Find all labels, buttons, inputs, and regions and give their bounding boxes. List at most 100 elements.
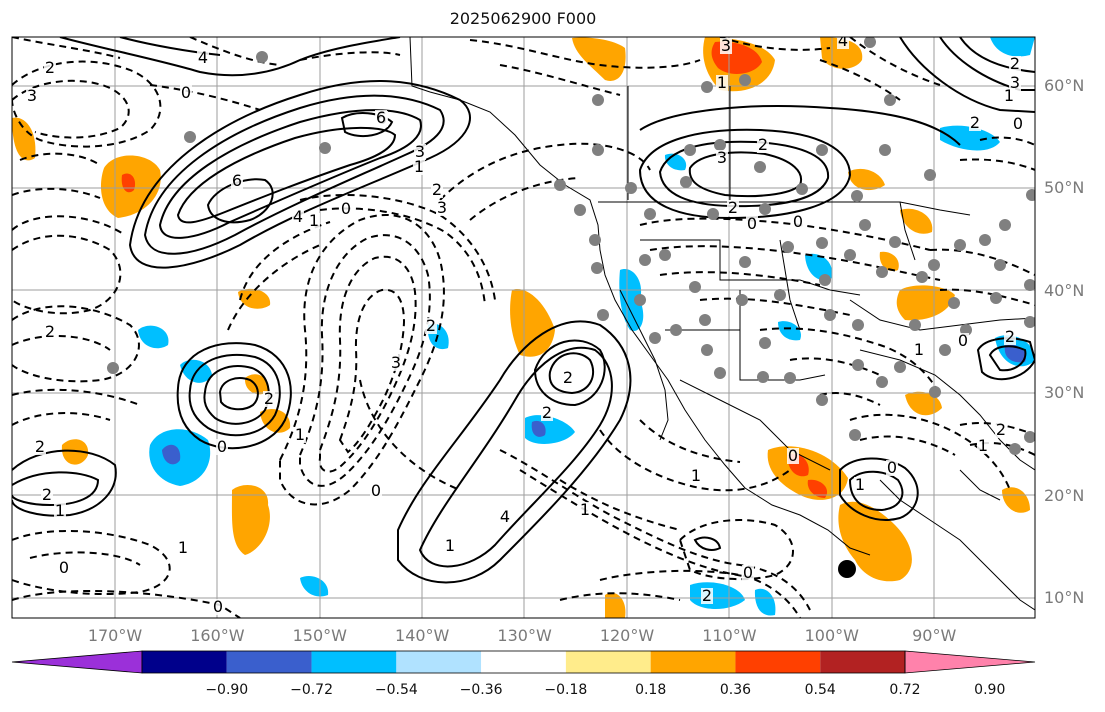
colorbar-tick-label: −0.90 [205, 682, 249, 698]
shaded-region [896, 285, 955, 321]
contour-value-label: 0 [181, 83, 191, 102]
contour-label-bg [886, 460, 898, 476]
contour-label-bg [579, 502, 591, 518]
contour-value-label: 6 [376, 108, 386, 127]
contour-label-bg [216, 439, 228, 455]
contour-label-bg [212, 599, 224, 615]
shaded-region [664, 153, 687, 171]
shaded-region [244, 374, 269, 395]
contour-value-label: 1 [914, 340, 924, 359]
contour-value-label: 1 [978, 436, 988, 455]
contour-value-label: 4 [198, 48, 208, 67]
contour-label-bg [837, 37, 849, 49]
contour-label-bg [425, 318, 437, 334]
contour-value-label: 4 [500, 507, 510, 526]
contour-label-bg [757, 137, 769, 153]
contour-value-label: 2 [970, 113, 980, 132]
contour-value-label: 2 [426, 316, 436, 335]
shaded-region [838, 501, 912, 582]
colorbar-tick-label: 0.54 [804, 682, 836, 698]
contour-value-label: 2 [42, 485, 52, 504]
contour-value-label: 0 [887, 458, 897, 477]
contour-value-label: 1 [1004, 86, 1014, 105]
contour-label-bg [854, 477, 866, 493]
shaded-region [805, 253, 833, 281]
contour-value-label: 1 [445, 536, 455, 555]
contour-value-label: 0 [1013, 114, 1023, 133]
contour-value-label: 2 [35, 437, 45, 456]
contour-value-label: 3 [1010, 73, 1020, 92]
colorbar-segment [650, 651, 736, 673]
contour-value-label: 0 [213, 597, 223, 616]
contour-label-bg [44, 60, 56, 76]
contour-value-label: 4 [838, 31, 848, 50]
longitude-label: 110°W [702, 626, 757, 645]
contour-value-label: 1 [580, 500, 590, 519]
contour-value-label: 1 [295, 425, 305, 444]
shaded-region [260, 408, 291, 433]
contour-value-label: 0 [217, 437, 227, 456]
contour-value-label: 1 [855, 475, 865, 494]
shaded-region [990, 37, 1035, 57]
colorbar-outline [141, 650, 906, 674]
shaded-region [848, 168, 885, 191]
contour-label-bg [58, 560, 70, 576]
contour-label-bg [308, 213, 320, 229]
shaded-region [510, 289, 555, 357]
colorbar-segment [226, 651, 312, 673]
colorbar-segment [735, 651, 821, 673]
contour-label-bg [1009, 75, 1021, 91]
shaded-region [619, 269, 644, 331]
contour-label-bg [913, 342, 925, 358]
shaded-region [1002, 487, 1030, 513]
contour-label-bg [716, 75, 728, 91]
shaded-region [905, 391, 942, 416]
shaded-region [238, 288, 271, 309]
contour-value-label: 2 [542, 403, 552, 422]
contour-label-bg [1003, 88, 1015, 104]
shaded-region [820, 37, 863, 69]
contour-value-label: 0 [59, 558, 69, 577]
contour-value-label: 1 [55, 501, 65, 520]
colorbar-tick-label: −0.36 [459, 682, 503, 698]
colorbar-segment [565, 651, 651, 673]
contour-label-bg [197, 50, 209, 66]
contour-label-bg [436, 200, 448, 216]
colorbar-tick-label: 0.72 [889, 682, 921, 698]
shaded-region [572, 37, 626, 81]
contour-value-label: 2 [432, 180, 442, 199]
contour-value-label: 2 [702, 586, 712, 605]
contour-label-bg [180, 85, 192, 101]
shaded-region [138, 325, 169, 349]
longitude-label: 120°W [599, 626, 655, 645]
contour-value-label: 0 [958, 331, 968, 350]
contour-label-bg [969, 115, 981, 131]
shaded-region [162, 444, 181, 465]
contour-label-bg [177, 540, 189, 556]
shaded-region [690, 582, 745, 609]
contour-value-label: 3 [415, 142, 425, 161]
colorbar-segment [311, 651, 397, 673]
colorbar-segment [142, 651, 227, 673]
contour-value-label: 3 [391, 353, 401, 372]
contour-value-label: 6 [232, 171, 242, 190]
contour-label-bg [499, 509, 511, 525]
contour-label-bg [1012, 116, 1024, 132]
contour-value-label: 1 [717, 73, 727, 92]
contour-label-bg [1009, 56, 1021, 72]
contour-label-bg [26, 88, 38, 104]
contour-label-bg [414, 144, 426, 160]
longitude-label: 140°W [395, 626, 450, 645]
colorbar-tick-label: −0.72 [290, 682, 333, 698]
contour-value-label: 0 [793, 212, 803, 231]
contour-label-bg [957, 333, 969, 349]
contour-label-bg [701, 588, 713, 604]
contour-label-bg [370, 483, 382, 499]
shaded-region [531, 420, 546, 437]
latitude-label: 50°N [1044, 178, 1085, 198]
contour-label-bg [390, 355, 402, 371]
latitude-label: 10°N [1044, 588, 1085, 607]
map-title: 2025062900 F000 [449, 9, 597, 28]
contour-value-label: 0 [788, 446, 798, 465]
contour-label-bg [263, 391, 275, 407]
